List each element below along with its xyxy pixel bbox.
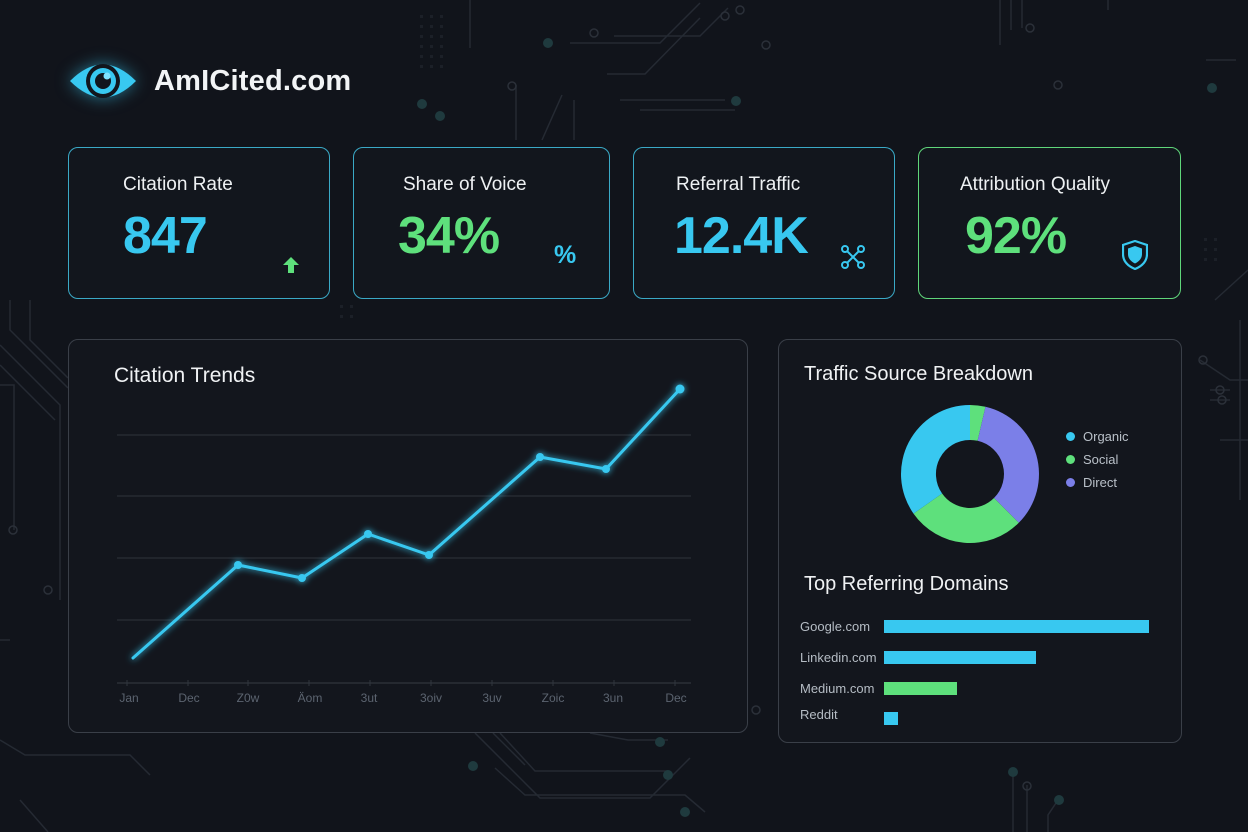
legend-label: Social <box>1083 452 1119 467</box>
percent-icon: % <box>554 241 577 269</box>
shield-icon <box>1122 240 1148 270</box>
legend-item-direct[interactable]: Direct <box>1066 471 1129 494</box>
brand-header[interactable]: AmICited.com <box>68 56 351 106</box>
kpi-value: 92% <box>965 207 1067 265</box>
kpi-label: Attribution Quality <box>960 174 1110 195</box>
panel-title: Traffic Source Breakdown <box>804 363 1033 385</box>
citation-trends-panel: Citation Trends <box>68 339 748 733</box>
domain-row-google[interactable]: Google.com <box>800 618 1149 634</box>
domain-label: Linkedin.com <box>800 649 877 665</box>
domain-bar <box>884 619 1149 633</box>
traffic-donut-chart[interactable] <box>779 340 1183 570</box>
x-axis-label: Z0w <box>236 691 260 705</box>
traffic-legend: Organic Social Direct <box>1066 425 1129 494</box>
x-axis-label: Dec <box>665 691 687 705</box>
domain-bar <box>884 711 898 725</box>
kpi-value: 12.4K <box>674 207 809 265</box>
x-axis-label: Jan <box>119 691 139 705</box>
kpi-card-referral-traffic[interactable]: Referral Traffic 12.4K <box>633 147 895 299</box>
kpi-label: Referral Traffic <box>676 174 801 195</box>
domain-row-medium[interactable]: Medium.com <box>800 680 957 696</box>
kpi-card-attribution-quality[interactable]: Attribution Quality 92% <box>918 147 1181 299</box>
traffic-source-panel: Traffic Source Breakdown Organic Social … <box>778 339 1182 743</box>
arrow-up-icon <box>283 257 299 273</box>
x-axis-label: 3oiv <box>419 691 443 705</box>
x-axis-label: 3ut <box>360 691 378 705</box>
kpi-label: Share of Voice <box>403 174 527 195</box>
domain-bar <box>884 650 1036 664</box>
legend-item-social[interactable]: Social <box>1066 448 1129 471</box>
kpi-value: 34% <box>398 207 500 265</box>
domains-title: Top Referring Domains <box>804 573 1009 595</box>
kpi-card-share-of-voice[interactable]: Share of Voice 34% % <box>353 147 610 299</box>
donut-segment-social-small <box>970 405 986 441</box>
legend-dot-icon <box>1066 432 1075 441</box>
kpi-value: 847 <box>123 207 208 265</box>
domain-row-linkedin[interactable]: Linkedin.com <box>800 649 1036 665</box>
kpi-card-citation-rate[interactable]: Citation Rate 847 <box>68 147 330 299</box>
domain-label: Google.com <box>800 618 871 634</box>
legend-item-organic[interactable]: Organic <box>1066 425 1129 448</box>
legend-dot-icon <box>1066 455 1075 464</box>
legend-label: Direct <box>1083 475 1117 490</box>
eye-icon <box>70 64 136 98</box>
network-icon <box>841 245 865 269</box>
donut-segment-organic <box>901 405 970 514</box>
panel-title: Citation Trends <box>114 364 256 387</box>
x-axis-label: 3un <box>602 691 624 705</box>
x-axis-label: Dec <box>178 691 200 705</box>
x-axis-label: 3uv <box>482 691 502 705</box>
kpi-label: Citation Rate <box>123 174 233 195</box>
domain-row-reddit[interactable]: Reddit <box>800 707 898 725</box>
domain-label: Medium.com <box>800 680 875 696</box>
legend-dot-icon <box>1066 478 1075 487</box>
legend-label: Organic <box>1083 429 1129 444</box>
x-axis-label: Zoic <box>541 691 565 705</box>
brand-name: AmICited.com <box>154 64 352 97</box>
x-axis-label: Äom <box>297 691 323 705</box>
donut-segment-social <box>913 493 1019 544</box>
donut-segment-direct <box>977 406 1039 523</box>
citation-trends-line-chart[interactable] <box>69 340 749 734</box>
domain-bar <box>884 681 957 695</box>
domain-label: Reddit <box>800 707 838 722</box>
